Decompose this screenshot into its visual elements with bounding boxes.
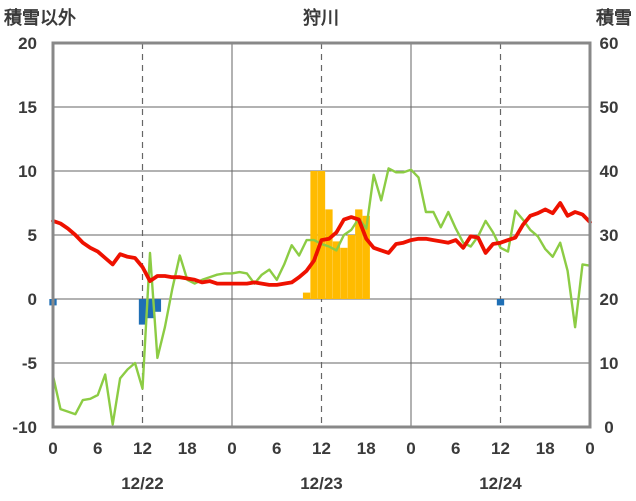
precip-bar	[325, 209, 333, 299]
x-date-label: 12/23	[300, 474, 343, 493]
x-hour-label: 6	[451, 439, 460, 458]
left-axis-title: 積雪以外	[3, 7, 76, 28]
station-name: 狩川	[303, 7, 339, 28]
left-tick-label: 0	[28, 290, 37, 309]
x-date-label: 12/22	[121, 474, 164, 493]
x-hour-label: 0	[48, 439, 57, 458]
x-hour-label: 18	[178, 439, 197, 458]
right-tick-label: 0	[604, 418, 613, 437]
precip-bar	[317, 171, 326, 299]
x-hour-label: 18	[357, 439, 376, 458]
right-tick-label: 30	[600, 226, 619, 245]
right-tick-label: 10	[600, 354, 619, 373]
x-hour-label: 6	[93, 439, 102, 458]
left-tick-label: 20	[18, 34, 37, 53]
precip-bar	[302, 292, 311, 299]
negative-bar	[496, 299, 505, 306]
x-hour-label: 12	[312, 439, 331, 458]
right-tick-label: 50	[600, 98, 619, 117]
precip-bar	[347, 235, 355, 299]
x-hour-label: 0	[227, 439, 236, 458]
x-hour-label: 0	[585, 439, 594, 458]
precip-bar	[355, 209, 363, 299]
plot-frame	[51, 41, 592, 429]
left-tick-label: 10	[18, 162, 37, 181]
x-date-label: 12/24	[479, 474, 522, 493]
x-hour-label: 12	[491, 439, 510, 458]
negative-bar	[138, 299, 147, 325]
right-tick-label: 60	[600, 34, 619, 53]
temperature-line	[51, 201, 592, 287]
x-hour-label: 6	[272, 439, 281, 458]
left-tick-label: -5	[22, 354, 37, 373]
right-tick-label: 20	[600, 290, 619, 309]
x-hour-label: 0	[406, 439, 415, 458]
left-tick-label: 5	[28, 226, 37, 245]
left-tick-label: -10	[12, 418, 37, 437]
precip-bar	[340, 247, 348, 299]
negative-bar	[153, 299, 162, 312]
left-tick-label: 15	[18, 98, 37, 117]
negative-bar	[146, 299, 154, 319]
right-axis-title: 積雪	[595, 7, 632, 28]
precip-bar	[310, 171, 318, 299]
x-hour-label: 18	[536, 439, 555, 458]
precip-bar	[332, 241, 341, 299]
precip-bar	[362, 215, 370, 299]
right-tick-label: 40	[600, 162, 619, 181]
x-hour-label: 12	[133, 439, 152, 458]
